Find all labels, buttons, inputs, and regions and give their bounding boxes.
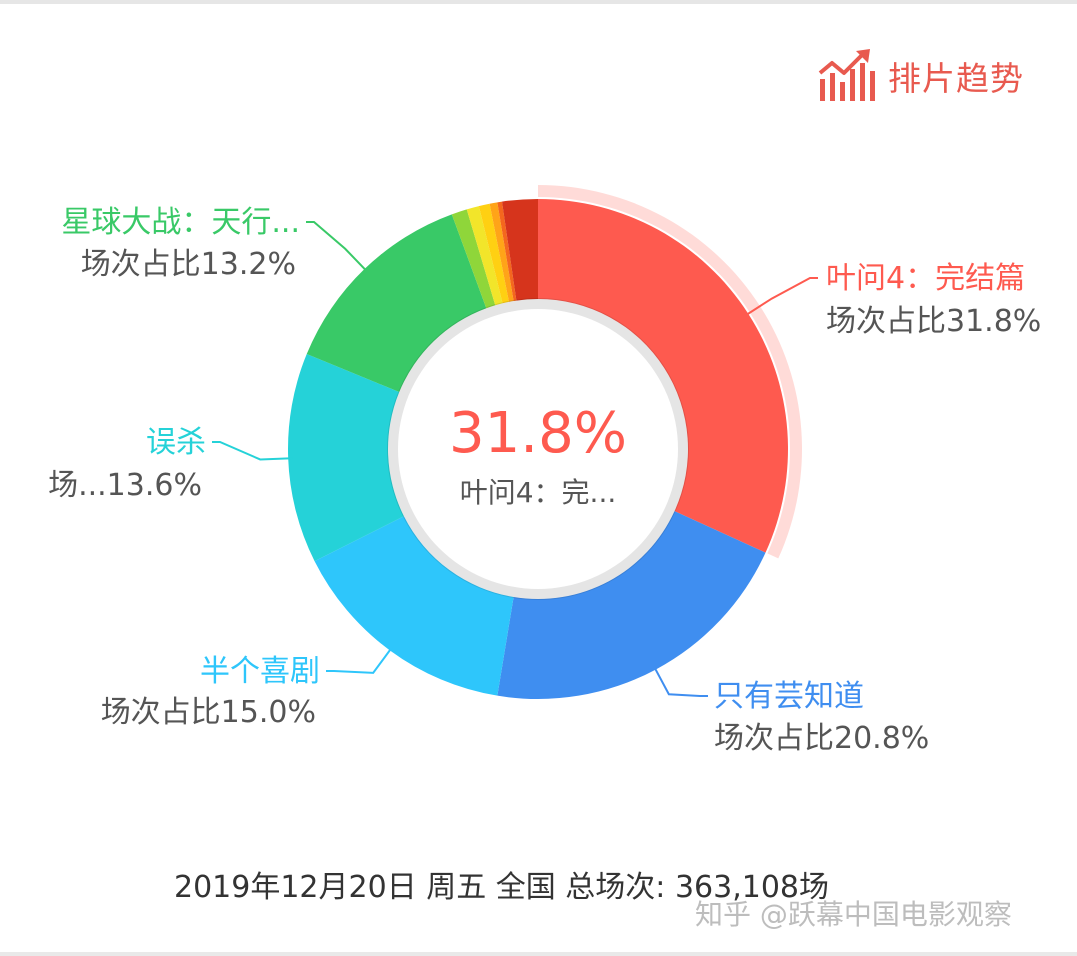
slice-label-value-4: 场次占比13.2% <box>81 247 296 282</box>
bar-chart-trend-icon <box>818 49 878 103</box>
slice-7[interactable] <box>478 203 509 304</box>
center-value: 31.8% <box>449 401 627 466</box>
trend-button[interactable]: 排片趋势 <box>818 46 1048 106</box>
leader-line-1 <box>652 665 708 697</box>
slice-label-name-1: 只有芸知道 <box>714 679 864 714</box>
leader-line-3 <box>212 441 293 461</box>
slice-label-value-1: 场次占比20.8% <box>714 721 929 756</box>
slice-label-name-2: 半个喜剧 <box>200 654 320 689</box>
slice-2[interactable] <box>314 516 514 696</box>
slice-highlight-halo <box>538 185 802 559</box>
slice-6[interactable] <box>466 206 503 306</box>
bottom-border <box>0 952 1077 956</box>
watermark: 知乎 @跃幕中国电影观察 <box>695 898 1012 931</box>
leader-line-0 <box>744 277 818 317</box>
center-label: 叶问4：完... <box>460 476 617 509</box>
trend-label: 排片趋势 <box>888 59 1024 98</box>
slice-9[interactable] <box>497 201 517 301</box>
slice-label-name-0: 叶问4：完结篇 <box>826 261 1025 296</box>
slice-label-name-3: 误杀 <box>146 425 206 460</box>
inner-shadow-ring <box>387 298 689 600</box>
slice-3[interactable] <box>288 354 404 562</box>
donut-hole <box>398 309 678 589</box>
slice-4[interactable] <box>306 214 487 393</box>
footer-summary: 2019年12月20日 周五 全国 总场次: 363,108场 <box>174 870 830 905</box>
slice-8[interactable] <box>489 202 514 302</box>
slice-label-value-2: 场次占比15.0% <box>101 695 316 730</box>
slice-label-value-3: 场...13.6% <box>48 468 202 503</box>
top-border <box>0 0 1077 4</box>
slice-5[interactable] <box>451 209 496 309</box>
slice-label-name-4: 星球大战：天行... <box>61 205 300 240</box>
slice-1[interactable] <box>497 511 766 699</box>
slice-0[interactable] <box>538 199 789 553</box>
leader-line-2 <box>326 646 393 674</box>
leader-line-4 <box>306 221 369 273</box>
slice-10[interactable] <box>501 199 538 301</box>
slice-label-value-0: 场次占比31.8% <box>826 304 1041 339</box>
